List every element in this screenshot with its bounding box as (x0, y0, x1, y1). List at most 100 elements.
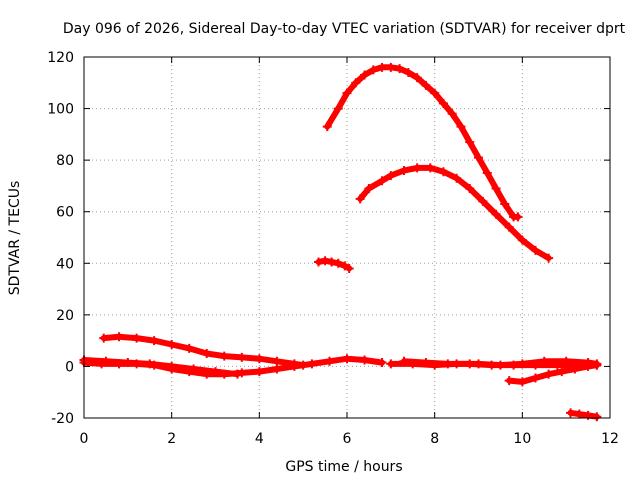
data-point-marker (412, 73, 422, 83)
data-point-marker (184, 343, 194, 353)
data-point-marker (574, 409, 584, 419)
data-point-marker (202, 349, 212, 359)
data-point-marker (149, 336, 159, 346)
data-point-marker (344, 263, 354, 273)
y-tick-label: 80 (56, 153, 74, 169)
data-point-marker (322, 122, 332, 132)
series-arc-negative-rise (504, 360, 602, 387)
data-point-marker (500, 199, 510, 209)
data-point-marker (544, 369, 554, 379)
data-point-marker (421, 80, 431, 90)
data-point-marker (377, 358, 387, 368)
data-point-marker (145, 359, 155, 369)
x-tick-label: 6 (343, 431, 352, 447)
data-point-marker (101, 356, 111, 366)
data-point-marker (314, 257, 324, 267)
data-point-marker (438, 167, 448, 177)
data-point-marker (592, 412, 602, 422)
data-point-marker (421, 358, 431, 368)
data-point-marker (530, 360, 540, 370)
x-tick-label: 12 (601, 431, 619, 447)
data-point-marker (219, 351, 229, 361)
y-tick-label: 40 (56, 256, 74, 272)
series-arc-low-tail (566, 408, 602, 422)
data-point-marker (237, 352, 247, 362)
y-tick-label: -20 (51, 411, 74, 427)
data-point-marker (438, 98, 448, 108)
data-point-marker (504, 376, 514, 386)
data-point-marker (351, 78, 361, 88)
y-tick-label: 20 (56, 308, 74, 324)
data-point-marker (333, 258, 343, 268)
data-point-marker (465, 137, 475, 147)
data-point-marker (583, 361, 593, 371)
x-tick-label: 2 (167, 431, 176, 447)
data-series (79, 62, 602, 422)
data-point-marker (123, 358, 133, 368)
data-point-marker (132, 333, 142, 343)
data-point-marker (456, 122, 466, 132)
data-point-marker (447, 109, 457, 119)
data-point-marker (386, 359, 396, 369)
data-point-marker (530, 245, 540, 255)
data-point-marker (491, 209, 501, 219)
data-point-marker (465, 184, 475, 194)
data-point-marker (412, 163, 422, 173)
data-point-marker (342, 88, 352, 98)
y-tick-label: 120 (47, 50, 74, 66)
data-point-marker (544, 253, 554, 263)
data-point-marker (320, 256, 330, 266)
series-arc-high-peak (322, 62, 523, 222)
data-point-marker (377, 176, 387, 186)
series-arc-mid-peak (355, 163, 554, 263)
data-point-marker (570, 364, 580, 374)
series-arc-short-40 (314, 256, 354, 273)
data-point-marker (386, 171, 396, 181)
data-point-marker (482, 168, 492, 178)
data-point-marker (333, 104, 343, 114)
data-point-marker (443, 359, 453, 369)
data-point-marker (167, 361, 177, 371)
data-point-marker (403, 67, 413, 77)
data-point-marker (452, 173, 462, 183)
data-point-marker (324, 356, 334, 366)
data-point-marker (530, 373, 540, 383)
chart-title: Day 096 of 2026, Sidereal Day-to-day VTE… (63, 21, 626, 37)
x-tick-label: 4 (255, 431, 264, 447)
data-point-marker (395, 64, 405, 74)
data-point-marker (504, 222, 514, 232)
data-point-marker (474, 153, 483, 163)
data-point-marker (566, 408, 576, 418)
y-tick-label: 100 (47, 102, 74, 118)
series-arc-near-zero-b (79, 355, 242, 379)
data-point-marker (399, 165, 409, 175)
data-point-marker (425, 163, 435, 173)
axis-ticks: 0 2 4 6 8 10 12 -20 0 20 40 60 80 100 120 (47, 50, 619, 447)
data-point-marker (360, 355, 370, 365)
data-point-marker (552, 360, 562, 370)
data-point-marker (377, 62, 387, 72)
data-point-marker (355, 194, 365, 204)
data-point-marker (114, 332, 124, 342)
data-point-marker (517, 377, 527, 387)
y-tick-label: 0 (65, 359, 74, 375)
data-point-marker (517, 235, 527, 245)
data-point-marker (386, 62, 396, 72)
data-point-marker (272, 364, 282, 374)
data-point-marker (513, 212, 523, 222)
data-point-marker (342, 354, 352, 364)
data-point-marker (232, 369, 242, 379)
data-point-marker (99, 333, 109, 343)
x-tick-label: 8 (430, 431, 439, 447)
data-point-marker (272, 356, 282, 366)
data-point-marker (509, 360, 519, 370)
series-line (401, 358, 600, 369)
data-point-marker (478, 196, 488, 206)
data-point-marker (368, 65, 378, 75)
data-point-marker (557, 367, 567, 377)
data-point-marker (211, 367, 220, 377)
data-point-marker (254, 354, 264, 364)
data-point-marker (592, 360, 602, 370)
data-point-marker (189, 364, 199, 374)
